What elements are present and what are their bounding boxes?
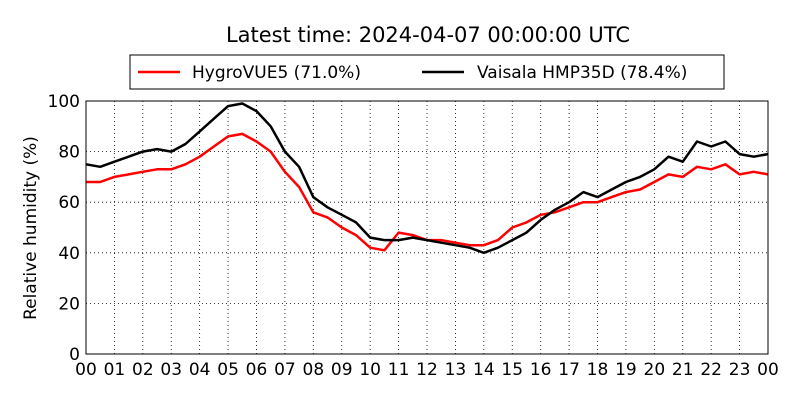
y-tick-label: 0 [69,345,80,365]
series-line-hmp35d [85,102,769,255]
x-tick-label: 14 [473,360,495,380]
x-tick-label: 09 [331,360,353,380]
x-tick-label: 01 [104,360,126,380]
x-tick-label: 21 [672,360,694,380]
plot-frame [85,100,769,355]
x-tick-label: 11 [388,360,410,380]
x-tick-label: 18 [587,360,609,380]
y-tick-label: 20 [58,294,80,314]
x-tick-label: 00 [75,360,97,380]
x-tick-label: 08 [303,360,325,380]
y-tick-label: 60 [58,193,80,213]
y-tick-label: 40 [58,244,80,264]
x-tick-label: 10 [359,360,381,380]
x-tick-label: 00 [757,360,779,380]
legend-label-hygrovue5: HygroVUE5 (71.0%) [192,63,361,83]
x-tick-label: 03 [160,360,182,380]
x-tick-label: 12 [416,360,438,380]
chart-title: Latest time: 2024-04-07 00:00:00 UTC [226,23,630,47]
x-tick-label: 22 [700,360,722,380]
x-tick-label: 16 [530,360,552,380]
x-tick-label: 04 [189,360,211,380]
x-tick-label: 17 [558,360,580,380]
legend-label-hmp35d: Vaisala HMP35D (78.4%) [477,63,687,83]
x-tick-label: 06 [246,360,268,380]
x-tick-label: 19 [615,360,637,380]
x-tick-label: 13 [445,360,467,380]
y-tick-label: 100 [48,92,80,112]
legend: HygroVUE5 (71.0%) Vaisala HMP35D (78.4%) [129,54,725,90]
x-tick-label: 20 [644,360,666,380]
x-tick-label: 15 [501,360,523,380]
x-tick-label: 05 [217,360,239,380]
x-tick-label: 23 [729,360,751,380]
y-tick-label: 80 [58,143,80,163]
x-tick-label: 02 [132,360,154,380]
x-tick-label: 07 [274,360,296,380]
y-axis-label: Relative humidity (%) [21,136,41,320]
